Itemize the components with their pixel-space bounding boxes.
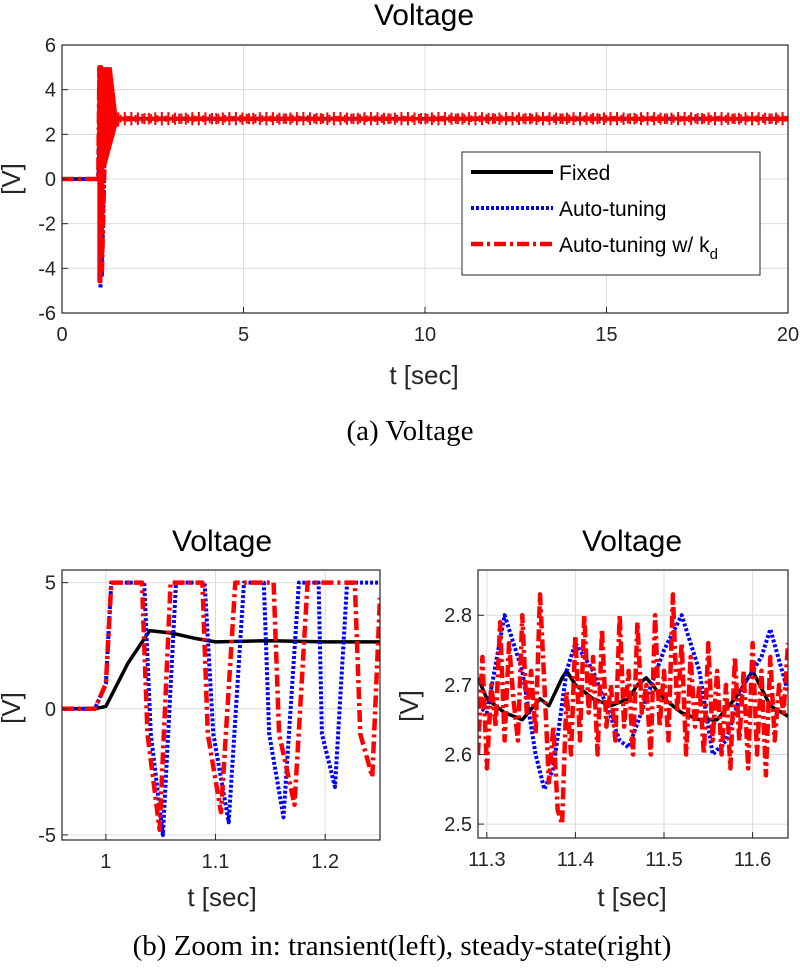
chart-a: Voltage 0 5 10 15 20 -6 -4 -2 0 2 4 6 t [sec] [V] F… (0, 0, 799, 390)
chart-c-title: Voltage (582, 525, 682, 558)
chart-a-ylabel: [V] (0, 163, 26, 195)
x-tick-label: 1 (100, 851, 111, 873)
y-tick-label: 2.8 (444, 605, 472, 627)
chart-b-left: Voltage 1 1.1 1.2 -5 0 5 t [sec] [V] (0, 525, 381, 912)
series-line-auto-tuning-w-k (62, 580, 380, 833)
chart-a-title: Voltage (374, 0, 474, 32)
y-tick-label: -4 (38, 258, 56, 280)
chart-b-ylabel: [V] (0, 692, 26, 724)
chart-b-plot-area (62, 580, 380, 837)
steady-state-noise (117, 112, 788, 126)
chart-c-ylabel: [V] (394, 690, 424, 722)
series-line-auto-tuning-w-k (478, 592, 788, 827)
x-tick-label: 5 (238, 324, 249, 346)
chart-a-xlabel: t [sec] (389, 360, 458, 390)
legend: Fixed Auto-tuning Auto-tuning w/ kd (461, 151, 761, 276)
caption-b: (b) Zoom in: transient(left), steady-sta… (133, 930, 672, 962)
x-tick-label: 20 (777, 324, 799, 346)
y-tick-label: 2.7 (444, 675, 472, 697)
x-tick-label: 11.6 (734, 849, 771, 871)
x-tick-label: 1.1 (202, 851, 230, 873)
y-tick-label: 2 (45, 124, 56, 146)
y-tick-label: 2.6 (444, 744, 472, 766)
chart-c-xlabel: t [sec] (597, 882, 666, 912)
x-tick-label: 15 (595, 324, 617, 346)
x-tick-label: 0 (56, 324, 67, 346)
y-tick-label: 0 (45, 699, 56, 721)
series-line-fixed (62, 628, 380, 711)
x-tick-label: 11.5 (645, 849, 682, 871)
legend-label-fixed: Fixed (559, 162, 610, 185)
x-tick-label: 11.4 (557, 849, 594, 871)
y-tick-label: 5 (45, 573, 56, 595)
chart-b-title: Voltage (172, 525, 272, 558)
y-tick-label: 4 (45, 80, 56, 102)
y-tick-label: -5 (38, 825, 56, 847)
y-tick-label: 6 (45, 35, 56, 57)
y-tick-label: 0 (45, 169, 56, 191)
transient-oscillation-band (97, 67, 119, 282)
chart-b-axes-box (61, 569, 381, 841)
chart-a-plot-area (62, 65, 788, 291)
legend-label-auto-tuning: Auto-tuning (559, 198, 666, 221)
y-tick-label: 2.5 (444, 814, 472, 836)
chart-c-plot-area (478, 592, 788, 827)
legend-label-auto-tuning-kd: Auto-tuning w/ kd (559, 234, 718, 263)
x-tick-label: 10 (414, 324, 436, 346)
chart-b-xlabel: t [sec] (187, 882, 256, 912)
x-tick-label: 11.3 (468, 849, 505, 871)
legend-label-main: Auto-tuning w/ k (559, 234, 710, 257)
chart-b-right: Voltage 11.3 11.4 11.5 11.6 2.5 2.6 2.7 2.8 t [… (394, 525, 789, 912)
chart-b-ticks: 1 1.1 1.2 -5 0 5 (38, 573, 339, 873)
legend-label-subscript: d (710, 246, 718, 263)
y-tick-label: -6 (38, 303, 56, 325)
chart-c-ticks: 11.3 11.4 11.5 11.6 2.5 2.6 2.7 2.8 (444, 605, 771, 871)
y-tick-label: -2 (38, 214, 56, 236)
chart-a-ticks: 0 5 10 15 20 -6 -4 -2 0 2 4 6 (38, 35, 799, 346)
x-tick-label: 1.2 (311, 851, 339, 873)
chart-c-axes-box (477, 569, 789, 839)
caption-a: (a) Voltage (347, 415, 474, 447)
